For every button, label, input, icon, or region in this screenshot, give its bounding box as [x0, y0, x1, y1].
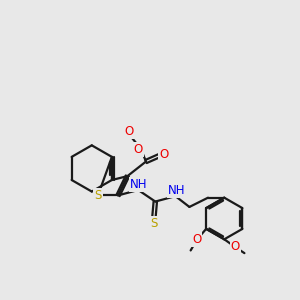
Text: O: O [159, 148, 169, 161]
Text: O: O [124, 125, 134, 138]
Text: S: S [94, 189, 102, 202]
Text: S: S [150, 218, 158, 230]
Text: NH: NH [130, 178, 148, 191]
Text: O: O [230, 241, 240, 254]
Text: O: O [134, 143, 143, 156]
Text: O: O [192, 233, 202, 246]
Text: NH: NH [168, 184, 186, 197]
